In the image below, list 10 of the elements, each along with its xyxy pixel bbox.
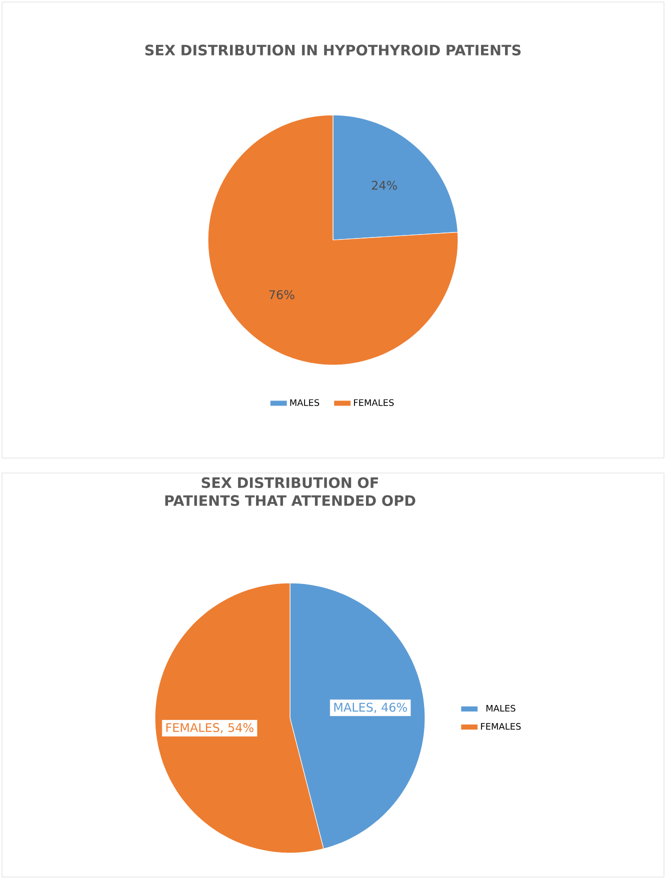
legend-label: MALES: [290, 399, 320, 406]
data-label: 76%: [269, 290, 294, 300]
chart-title: SEX DISTRIBUTION IN HYPOTHYROID PATIENTS: [145, 44, 521, 56]
data-label: FEMALES, 54%: [166, 723, 254, 734]
data-label: 24%: [372, 180, 397, 190]
chart-title: SEX DISTRIBUTION OF PATIENTS THAT ATTENDED OPD: [165, 477, 416, 506]
data-label: MALES, 46%: [334, 702, 407, 713]
legend-label: MALES: [486, 704, 516, 712]
legend-label: FEMALES: [354, 399, 394, 406]
legend-label: FEMALES: [481, 722, 521, 730]
